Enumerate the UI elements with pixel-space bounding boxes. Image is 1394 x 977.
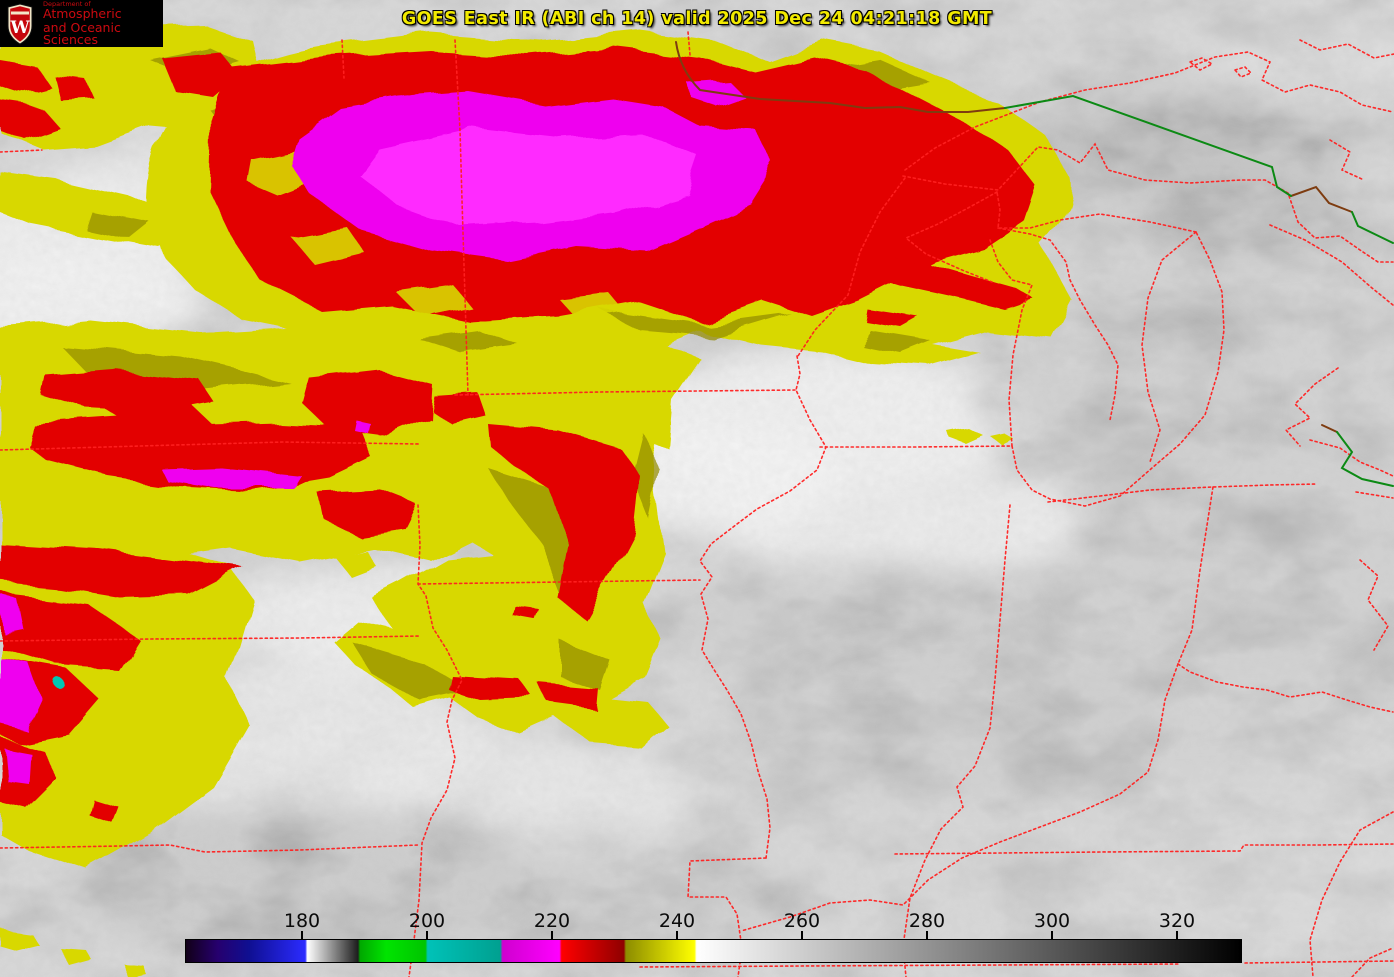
logo-department-line: Department of	[43, 0, 91, 8]
iowa-missouri-border	[417, 579, 701, 585]
michigan-west-coast	[1141, 231, 1197, 463]
saginaw-bay-shore	[1284, 367, 1339, 447]
dakota-nebraska-border	[0, 441, 421, 451]
state-borders	[0, 31, 1394, 977]
door-peninsula-shore	[997, 227, 1119, 421]
svg-text:W: W	[9, 18, 30, 38]
lake-erie-shore	[1309, 439, 1394, 477]
tennessee-south-border-east	[1244, 960, 1394, 964]
illinois-indiana-border	[902, 504, 1011, 977]
indiana-ohio-border	[1177, 486, 1214, 665]
wisconsin-illinois-border	[819, 445, 1013, 448]
logo-line-2: and Oceanic Sciences	[43, 19, 121, 47]
superior-island	[1233, 66, 1253, 78]
right-edge-wiggle	[1359, 559, 1389, 651]
us-canada-border-land	[675, 41, 1353, 433]
uw-aos-logo: W Department of Atmospheric and Oceanic …	[0, 0, 163, 47]
ontario-shore-wiggle-2	[1329, 139, 1365, 181]
missouri-river-border	[408, 504, 463, 977]
isle-royale	[1188, 57, 1214, 71]
us-canada-border-water	[1004, 94, 1394, 487]
tennessee-south-border	[639, 963, 1181, 968]
kentucky-tennessee-border	[894, 843, 1394, 855]
lake-michigan-west-shore	[989, 239, 1034, 447]
cloud-cyan-spot	[55, 679, 65, 689]
minnesota-wisconsin-border	[797, 177, 906, 357]
ohio-river-east	[1177, 663, 1394, 713]
mississippi-river-border	[699, 355, 827, 859]
lake-michigan-north-shore	[996, 191, 1197, 233]
dakota-minnesota-border	[454, 39, 469, 396]
ohio-river-west	[740, 663, 1179, 932]
image-title: GOES East IR (ABI ch 14) valid 2025 Dec …	[401, 9, 993, 29]
kansas-oklahoma-border	[0, 844, 419, 853]
border-left-edge	[0, 149, 43, 153]
logo-line-1: Atmospheric	[43, 6, 122, 21]
lake-superior-south-shore	[902, 142, 1394, 263]
lake-michigan-east-shore	[1011, 231, 1225, 507]
upper-peninsula-south-shore	[904, 191, 998, 283]
border-top-left-vertical	[341, 39, 345, 79]
cloud-magenta-core	[358, 128, 700, 228]
tennessee-corner-wiggle	[1351, 947, 1394, 977]
minnesota-iowa-border	[454, 389, 796, 396]
lake-superior-north-shore	[904, 51, 1394, 171]
lake-huron-shore	[1269, 224, 1394, 306]
border-top-mid-vertical	[687, 31, 691, 56]
ontario-shore-wiggle	[1299, 39, 1394, 59]
tennessee-east-wiggle	[1309, 811, 1394, 977]
indiana-michigan-border	[1047, 483, 1318, 503]
lake-erie-south-shore	[1355, 491, 1394, 499]
enhanced-ir-clouds	[0, 20, 1072, 976]
uw-crest-icon: W	[7, 2, 33, 45]
nebraska-kansas-border	[0, 635, 421, 642]
